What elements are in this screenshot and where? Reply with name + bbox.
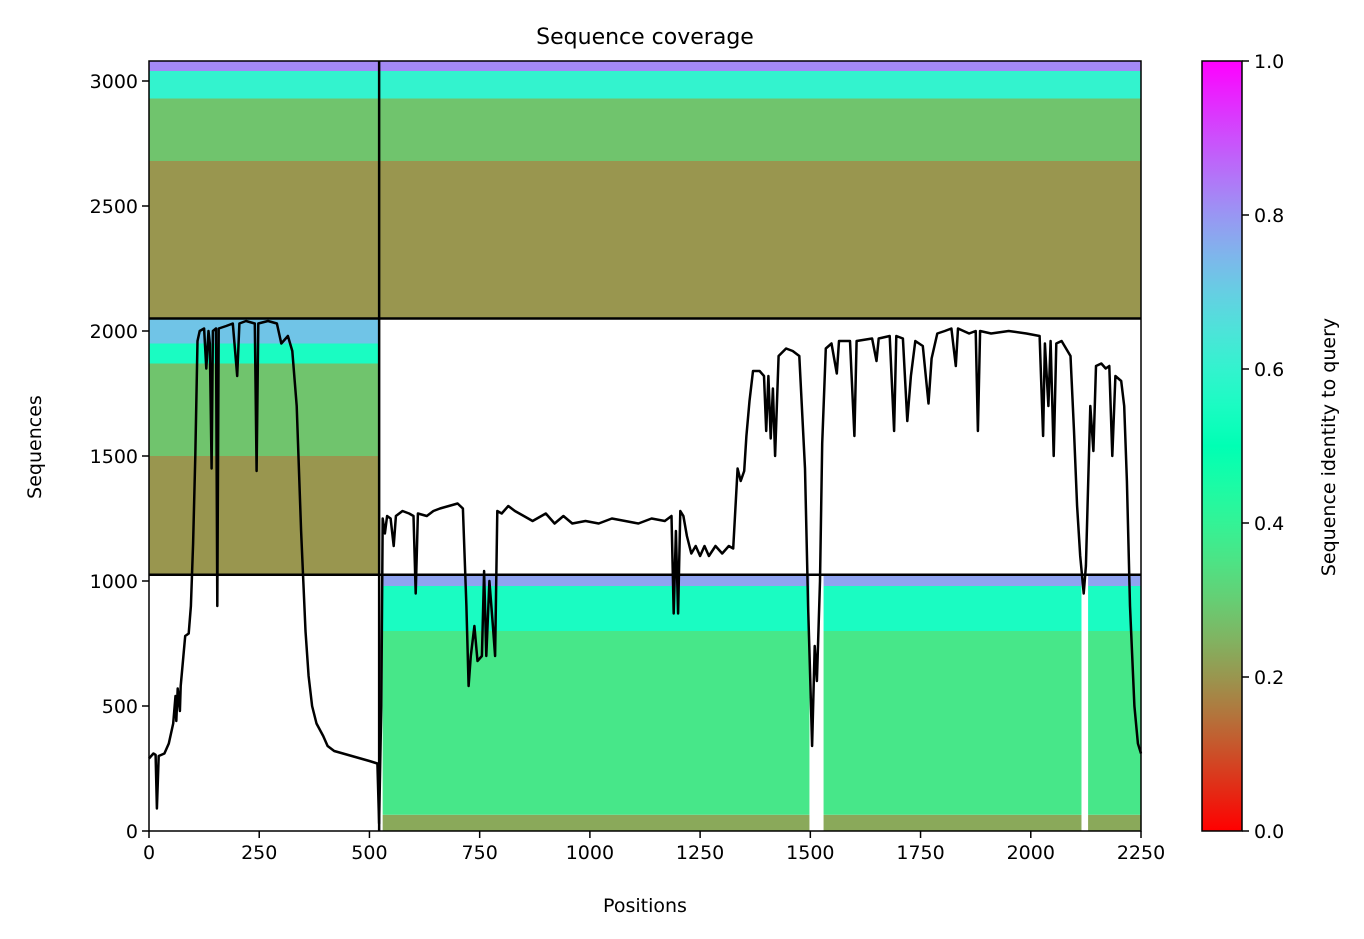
x-tick-label-6: 1500 [786,842,834,864]
colorbar-tick-label-5: 1.0 [1254,51,1284,73]
x-tick-label-5: 1250 [676,842,724,864]
y-tick-label-0: 0 [126,821,138,843]
colorbar-bar [1201,60,1243,832]
y-tick-label-1: 500 [102,696,138,718]
x-tick-label-3: 750 [462,842,498,864]
x-tick-label-8: 2000 [1007,842,1055,864]
colorbar-label: Sequence identity to query [1318,318,1340,576]
heatmap-block-2-band-1 [149,98,1141,161]
heatmap-block-0-band-3 [379,574,1141,586]
heatmap-block-2-band-3 [149,61,1141,71]
colorbar-tick-label-4: 0.8 [1254,205,1284,227]
x-axis-label: Positions [603,895,687,917]
chart-title: Sequence coverage [536,25,754,50]
plot-frame [148,60,1142,832]
colorbar-tick-label-1: 0.2 [1254,667,1284,689]
colorbar-tick-label-2: 0.4 [1254,513,1284,535]
heatmap-block-1-band-0 [149,456,380,575]
heatmap-block-0-gap-2 [1081,574,1089,831]
colorbar: 0.0 0.2 0.4 0.6 0.8 1.0 [1201,51,1284,843]
heatmap-block-2-band-0 [149,161,1141,319]
y-axis-label: Sequences [24,395,46,499]
heatmap-block-1-band-2 [149,343,380,364]
colorbar-tick-label-3: 0.6 [1254,359,1284,381]
heatmap-block-2-band-2 [149,71,1141,99]
x-tick-label-7: 1750 [896,842,944,864]
heatmap-block-0-band-2 [379,586,1141,631]
heatmap-block-0-band-1 [379,631,1141,815]
y-tick-label-6: 3000 [90,71,138,93]
heatmap-block-0-gap-1 [809,574,824,831]
y-tick-label-3: 1500 [90,446,138,468]
y-tick-label-2: 1000 [90,571,138,593]
x-tick-label-4: 1000 [566,842,614,864]
plot-area [148,61,1143,831]
colorbar-tick-label-0: 0.0 [1254,821,1284,843]
x-tick-label-9: 2250 [1117,842,1165,864]
x-tick-label-0: 0 [143,842,155,864]
heatmap-block-1-band-1 [149,363,380,456]
heatmap-block-0-band-0 [379,814,1141,831]
x-tick-label-2: 500 [351,842,387,864]
axes: 0 250 500 750 1000 1250 1500 1750 2000 2250 0 500 10… [90,60,1165,864]
y-tick-label-5: 2500 [90,196,138,218]
x-tick-label-1: 250 [241,842,277,864]
y-tick-label-4: 2000 [90,321,138,343]
coverage-line [148,319,1143,825]
